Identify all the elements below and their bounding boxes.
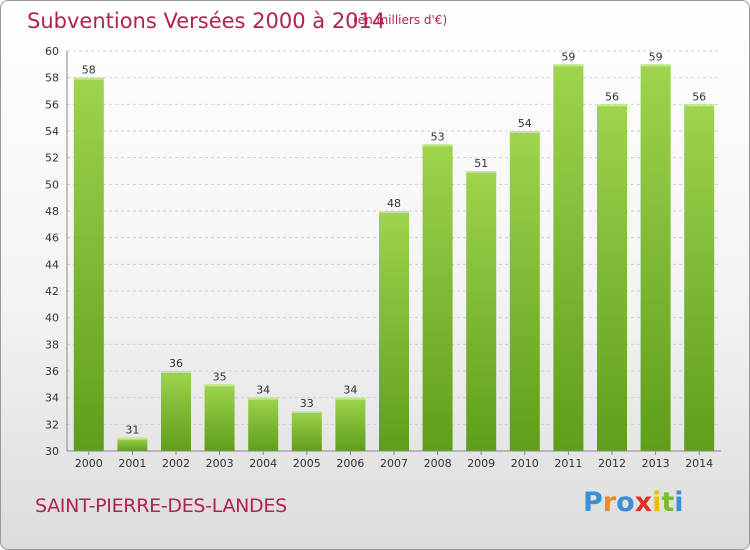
y-tick-label: 38	[45, 338, 59, 351]
x-tick-label: 2010	[511, 457, 539, 470]
bar-highlight	[466, 171, 497, 173]
x-tick-label: 2000	[75, 457, 103, 470]
bar-highlight	[640, 64, 671, 67]
y-axis: 30 32 34 36 38 40 42 44 46 48 50 52 54 56 58 60	[45, 45, 68, 458]
x-tick-label: 2009	[467, 457, 495, 470]
chart-title: Subventions Versées 2000 à 2014	[27, 9, 386, 33]
bar-highlight	[509, 131, 540, 133]
x-tick-label: 2011	[554, 457, 582, 470]
x-tick-label: 2007	[380, 457, 408, 470]
bar-2005	[291, 411, 322, 451]
bar-highlight	[117, 437, 148, 440]
bar-highlight	[73, 77, 104, 80]
data-label-2009: 51	[474, 157, 488, 170]
bar-highlight	[204, 384, 235, 387]
bar-2009	[466, 171, 497, 451]
y-tick-label: 56	[45, 98, 59, 111]
logo-letter: o	[616, 487, 635, 518]
bar-highlight	[248, 397, 279, 400]
bar-2006	[335, 397, 366, 451]
y-tick-label: 34	[45, 392, 59, 405]
bar-2002	[161, 371, 191, 451]
bar-2012	[597, 104, 627, 451]
proxiti-logo: Proxiti	[583, 487, 684, 518]
x-tick-label: 2012	[598, 457, 626, 470]
bar-highlight	[553, 64, 584, 67]
x-tick-label: 2008	[424, 457, 452, 470]
bar-2001	[117, 437, 148, 451]
logo-letter: t	[661, 487, 675, 518]
y-tick-label: 54	[45, 125, 59, 138]
logo-letter: x	[634, 487, 653, 518]
y-tick-label: 30	[45, 445, 59, 458]
x-tick-label: 2006	[336, 457, 364, 470]
place-name: SAINT-PIERRE-DES-LANDES	[35, 495, 287, 517]
y-tick-label: 32	[45, 418, 59, 431]
bar-2014	[684, 104, 715, 451]
bar-2011	[553, 64, 584, 452]
y-tick-label: 40	[45, 312, 59, 325]
x-tick-label: 2014	[685, 457, 713, 470]
y-tick-label: 36	[45, 365, 59, 378]
data-label-2007: 48	[387, 197, 401, 210]
y-tick-label: 58	[45, 72, 59, 85]
data-label-2004: 34	[256, 384, 270, 397]
bar-2008	[422, 144, 453, 452]
data-label-2011: 59	[561, 50, 575, 63]
data-label-2010: 54	[518, 117, 532, 130]
logo-letter: r	[602, 487, 617, 518]
data-label-2008: 53	[431, 130, 445, 143]
x-axis: 2000 2001 2002 2003 2004 2005 2006 2007 2008 2009…	[67, 450, 721, 470]
data-label-2002: 36	[169, 357, 183, 370]
data-label-2012: 56	[605, 90, 619, 103]
bars: 58 31 36 35 34 33 34 48 53 51 54 59 56 59 56	[73, 50, 715, 452]
bar-2004	[248, 397, 279, 451]
y-tick-label: 44	[45, 258, 59, 271]
logo-letter: i	[652, 487, 662, 518]
data-label-2001: 31	[125, 424, 139, 437]
y-tick-label: 60	[45, 45, 59, 58]
bar-2000	[73, 77, 104, 452]
bar-2010	[509, 131, 540, 451]
data-label-2003: 35	[213, 370, 227, 383]
y-tick-label: 48	[45, 205, 59, 218]
bar-2003	[204, 384, 235, 451]
data-label-2000: 58	[82, 64, 96, 77]
x-tick-label: 2004	[249, 457, 277, 470]
data-label-2014: 56	[692, 90, 706, 103]
bar-2013	[640, 64, 671, 452]
x-tick-label: 2001	[118, 457, 146, 470]
y-tick-label: 52	[45, 152, 59, 165]
bar-2007	[379, 211, 409, 451]
data-label-2006: 34	[343, 384, 357, 397]
bar-highlight	[379, 211, 409, 213]
x-tick-label: 2002	[162, 457, 190, 470]
x-tick-label: 2005	[293, 457, 321, 470]
data-label-2005: 33	[300, 397, 314, 410]
y-tick-label: 42	[45, 285, 59, 298]
bar-highlight	[684, 104, 715, 107]
bar-highlight	[291, 411, 322, 413]
y-tick-label: 50	[45, 178, 59, 191]
bar-highlight	[335, 397, 366, 400]
bar-highlight	[597, 104, 627, 107]
logo-letter: i	[674, 487, 684, 518]
x-tick-label: 2013	[642, 457, 670, 470]
chart-subtitle: (en milliers d'€)	[353, 13, 448, 27]
x-tick-label: 2003	[206, 457, 234, 470]
bar-highlight	[422, 144, 453, 147]
y-tick-label: 46	[45, 232, 59, 245]
logo-letter: P	[583, 487, 603, 518]
bar-highlight	[161, 371, 191, 373]
data-label-2013: 59	[649, 50, 663, 63]
